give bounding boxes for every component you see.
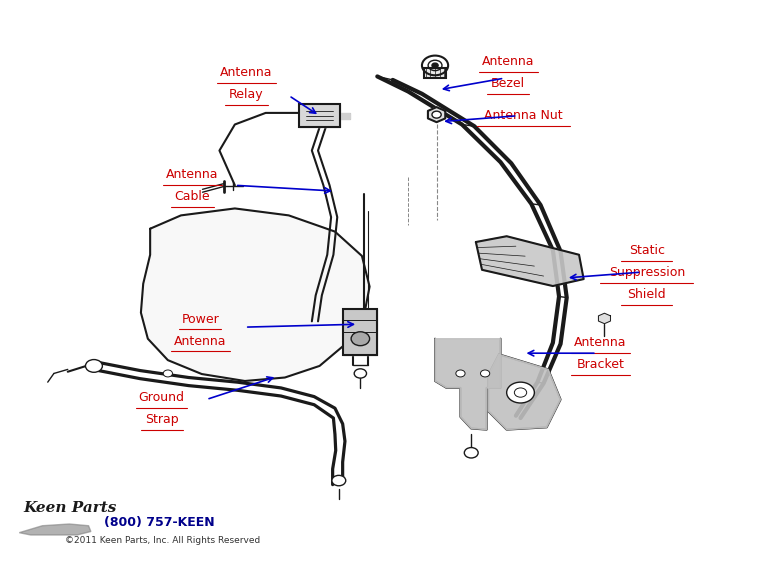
Polygon shape: [598, 313, 611, 324]
Text: Shield: Shield: [628, 288, 666, 301]
Text: Ground: Ground: [139, 391, 185, 404]
Circle shape: [163, 370, 172, 377]
Text: Keen Parts: Keen Parts: [23, 501, 116, 515]
Polygon shape: [428, 107, 445, 122]
Text: (800) 757-KEEN: (800) 757-KEEN: [104, 516, 215, 529]
Circle shape: [432, 63, 438, 68]
Text: Bracket: Bracket: [577, 358, 624, 371]
Text: Static: Static: [629, 244, 665, 256]
Polygon shape: [435, 339, 500, 430]
Circle shape: [351, 332, 370, 346]
Polygon shape: [19, 524, 91, 535]
Text: Power: Power: [181, 313, 219, 325]
Polygon shape: [488, 354, 561, 430]
Text: ©2011 Keen Parts, Inc. All Rights Reserved: ©2011 Keen Parts, Inc. All Rights Reserv…: [65, 536, 261, 545]
Circle shape: [514, 388, 527, 397]
Text: Suppression: Suppression: [608, 266, 685, 278]
Circle shape: [354, 369, 367, 378]
Polygon shape: [299, 104, 340, 127]
Text: Antenna: Antenna: [220, 67, 273, 79]
Circle shape: [432, 111, 441, 118]
Text: Antenna: Antenna: [482, 55, 534, 68]
Text: Antenna: Antenna: [174, 335, 226, 347]
Polygon shape: [141, 208, 370, 381]
Polygon shape: [343, 309, 377, 355]
Circle shape: [85, 360, 102, 372]
Text: Antenna: Antenna: [574, 336, 627, 349]
Text: Strap: Strap: [145, 413, 179, 426]
Text: Antenna: Antenna: [166, 168, 219, 181]
Circle shape: [507, 382, 534, 403]
Circle shape: [456, 370, 465, 377]
Circle shape: [464, 448, 478, 458]
Text: Relay: Relay: [229, 89, 263, 101]
Circle shape: [332, 475, 346, 486]
Bar: [424, 68, 446, 78]
Circle shape: [480, 370, 490, 377]
Text: Antenna Nut: Antenna Nut: [484, 109, 563, 122]
Text: Bezel: Bezel: [491, 77, 525, 90]
Bar: [299, 104, 340, 127]
Bar: [343, 309, 377, 355]
Text: Cable: Cable: [175, 190, 210, 203]
Polygon shape: [476, 236, 584, 286]
Polygon shape: [340, 113, 350, 119]
